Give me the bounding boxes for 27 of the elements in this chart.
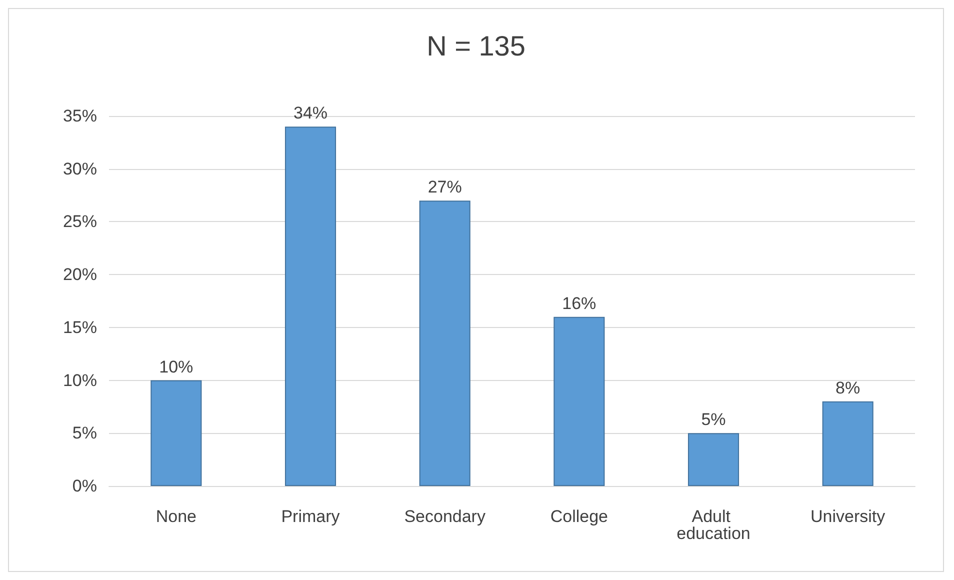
data-label: 27% <box>428 178 462 197</box>
y-tick-label: 15% <box>62 318 97 337</box>
y-tick-label: 5% <box>72 424 97 443</box>
y-tick-label: 30% <box>62 159 97 178</box>
data-label: 5% <box>701 410 726 430</box>
x-tick-label: Secondary <box>404 507 486 526</box>
y-tick-label: 0% <box>72 476 97 496</box>
x-tick-label: Adult education <box>676 507 750 543</box>
chart-title: N = 135 <box>426 30 526 62</box>
bar <box>284 126 336 486</box>
data-label: 16% <box>562 294 596 313</box>
y-tick-label: 35% <box>62 106 97 126</box>
y-tick-label: 25% <box>62 212 97 232</box>
x-tick-label: Primary <box>281 507 340 526</box>
y-tick-label: 20% <box>62 265 97 284</box>
data-label: 34% <box>293 104 328 123</box>
bar <box>419 200 470 486</box>
x-tick-label: College <box>550 507 608 526</box>
bar <box>822 401 874 486</box>
x-tick-label: University <box>810 507 886 526</box>
bar <box>554 316 605 486</box>
y-tick-label: 10% <box>62 370 97 390</box>
data-label: 10% <box>159 357 194 376</box>
x-tick-label: None <box>156 507 196 526</box>
bar <box>150 380 202 486</box>
bar <box>688 433 740 486</box>
data-label: 8% <box>836 378 860 398</box>
